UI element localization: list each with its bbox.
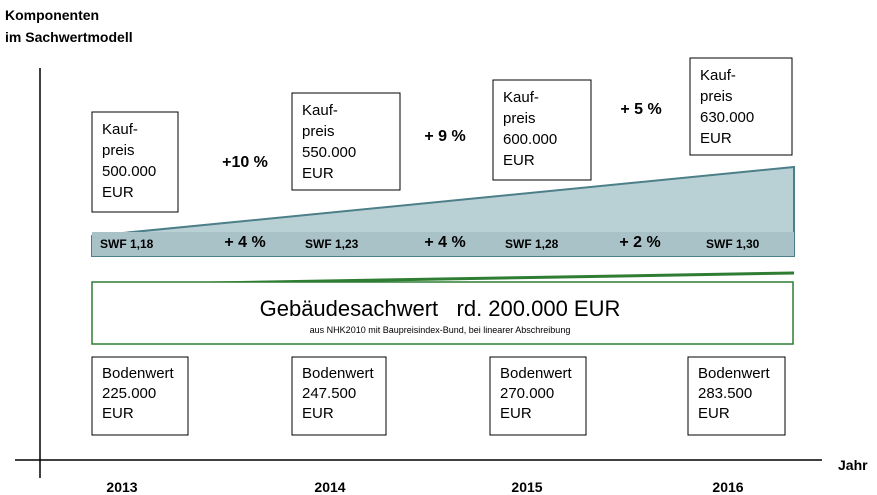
gebaeude-box (91, 281, 794, 345)
swf-label: SWF 1,28 (505, 237, 559, 251)
swf-label: SWF 1,30 (706, 237, 760, 251)
bodenwert-text: Bodenwert (500, 365, 573, 382)
bodenwert-box (291, 356, 387, 436)
kaufpreis-box (91, 111, 179, 213)
bodenwert-text: Bodenwert (102, 365, 175, 382)
swf-band (92, 232, 794, 256)
bodenwert-box (489, 356, 587, 436)
bodenwert-text: 247.500 (302, 385, 356, 402)
gebaeude-subtitle: aus NHK2010 mit Baupreisindex-Bund, bei … (310, 325, 571, 335)
year-label: 2013 (106, 479, 137, 495)
kaufpreis-text: Kauf- (102, 121, 138, 138)
bodenwert-text: EUR (102, 405, 134, 422)
title-line: im Sachwertmodell (5, 29, 133, 45)
kaufpreis-box (689, 57, 793, 156)
kaufpreis-text: Kauf- (503, 89, 539, 106)
gebaeude-title: Gebäudesachwert rd. 200.000 EUR (260, 296, 621, 321)
kaufpreis-growth: +10 % (222, 154, 268, 171)
kaufpreis-text: Kauf- (700, 67, 736, 84)
kaufpreis-growth: + 9 % (424, 128, 465, 145)
swf-label: SWF 1,23 (305, 237, 359, 251)
swf-growth: + 4 % (424, 234, 465, 251)
swf-growth: + 2 % (619, 234, 660, 251)
kaufpreis-text: preis (700, 88, 733, 105)
kaufpreis-text: EUR (102, 184, 134, 201)
bodenwert-text: 270.000 (500, 385, 554, 402)
kaufpreis-text: EUR (302, 165, 334, 182)
kaufpreis-box (492, 79, 592, 181)
bodenwert-box (91, 356, 189, 436)
swf-label: SWF 1,18 (100, 237, 154, 251)
year-label: 2015 (511, 479, 542, 495)
year-label: 2016 (712, 479, 743, 495)
kaufpreis-text: preis (102, 142, 135, 159)
kaufpreis-text: preis (503, 110, 536, 127)
bodenwert-text: Bodenwert (302, 365, 375, 382)
kaufpreis-text: 600.000 (503, 131, 557, 148)
bodenwert-text: EUR (698, 405, 730, 422)
bodenwert-text: 225.000 (102, 385, 156, 402)
kaufpreis-text: EUR (700, 130, 732, 147)
bodenwert-text: Bodenwert (698, 365, 771, 382)
bodenwert-box (687, 356, 786, 436)
kaufpreis-text: preis (302, 123, 335, 140)
bodenwert-text: EUR (302, 405, 334, 422)
year-label: 2014 (314, 479, 345, 495)
bodenwert-text: 283.500 (698, 385, 752, 402)
kaufpreis-box (291, 92, 401, 191)
kaufpreis-text: EUR (503, 152, 535, 169)
kaufpreis-growth: + 5 % (620, 101, 661, 118)
kaufpreis-text: 550.000 (302, 144, 356, 161)
bodenwert-text: EUR (500, 405, 532, 422)
title-line: Komponenten (5, 7, 99, 23)
kaufpreis-text: 500.000 (102, 163, 156, 180)
kaufpreis-text: 630.000 (700, 109, 754, 126)
kaufpreis-text: Kauf- (302, 102, 338, 119)
swf-growth: + 4 % (224, 234, 265, 251)
axis-label: Jahr (838, 457, 868, 473)
